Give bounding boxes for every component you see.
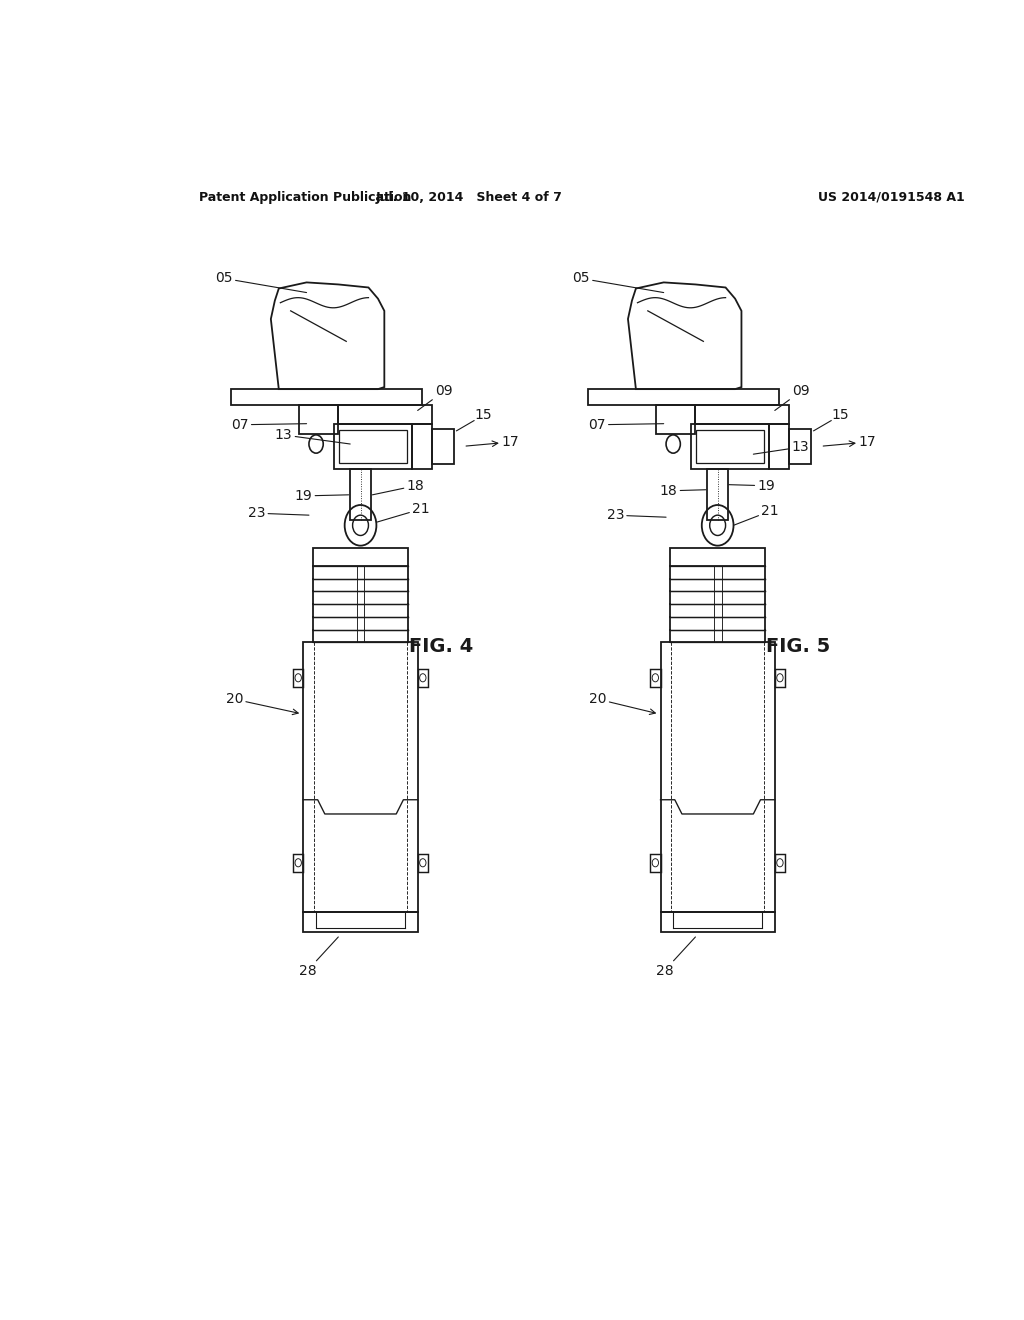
Bar — [708, 470, 728, 520]
Text: US 2014/0191548 A1: US 2014/0191548 A1 — [818, 191, 966, 203]
Bar — [432, 429, 455, 465]
Bar — [670, 548, 765, 566]
Bar — [350, 470, 371, 520]
Bar — [775, 669, 785, 686]
Text: Patent Application Publication: Patent Application Publication — [200, 191, 412, 203]
Bar — [660, 912, 775, 932]
Text: 05: 05 — [215, 272, 306, 293]
Bar — [313, 548, 409, 566]
Bar — [303, 912, 418, 932]
Bar — [695, 405, 790, 424]
Bar — [650, 854, 660, 873]
Text: 18: 18 — [373, 479, 424, 495]
Bar — [293, 854, 303, 873]
Text: 28: 28 — [655, 937, 695, 978]
Bar — [339, 430, 408, 463]
Text: 05: 05 — [572, 272, 664, 293]
Bar — [588, 389, 778, 405]
Text: 07: 07 — [231, 417, 306, 432]
Bar — [660, 643, 775, 912]
Text: Jul. 10, 2014   Sheet 4 of 7: Jul. 10, 2014 Sheet 4 of 7 — [376, 191, 562, 203]
Text: 23: 23 — [248, 506, 309, 520]
Bar — [691, 424, 769, 470]
Bar — [790, 429, 811, 465]
Text: 18: 18 — [659, 484, 706, 498]
Text: 15: 15 — [475, 408, 493, 421]
Bar — [418, 669, 428, 686]
Text: 15: 15 — [831, 408, 850, 421]
Bar — [412, 424, 432, 470]
Bar — [334, 424, 412, 470]
Text: 09: 09 — [418, 384, 453, 411]
Text: 13: 13 — [754, 440, 809, 454]
Text: 07: 07 — [588, 417, 664, 432]
Text: 21: 21 — [377, 502, 430, 523]
Bar — [303, 643, 418, 912]
Text: 23: 23 — [606, 508, 666, 523]
Bar — [769, 424, 790, 470]
Bar — [293, 669, 303, 686]
Bar — [299, 405, 338, 434]
Text: 20: 20 — [225, 692, 298, 714]
Text: FIG. 4: FIG. 4 — [410, 638, 473, 656]
Bar — [655, 405, 695, 434]
Bar — [418, 854, 428, 873]
Bar — [775, 854, 785, 873]
Bar — [338, 405, 432, 424]
Bar — [231, 389, 422, 405]
Text: 17: 17 — [823, 436, 877, 449]
Text: 09: 09 — [775, 384, 810, 411]
Bar — [650, 669, 660, 686]
Text: 19: 19 — [295, 488, 348, 503]
Text: 13: 13 — [274, 428, 350, 444]
Text: 28: 28 — [299, 937, 338, 978]
Bar — [696, 430, 765, 463]
Text: 19: 19 — [729, 479, 775, 492]
Text: 20: 20 — [589, 692, 655, 714]
Text: 17: 17 — [466, 436, 519, 449]
Text: FIG. 5: FIG. 5 — [767, 638, 830, 656]
Text: 21: 21 — [733, 504, 779, 525]
